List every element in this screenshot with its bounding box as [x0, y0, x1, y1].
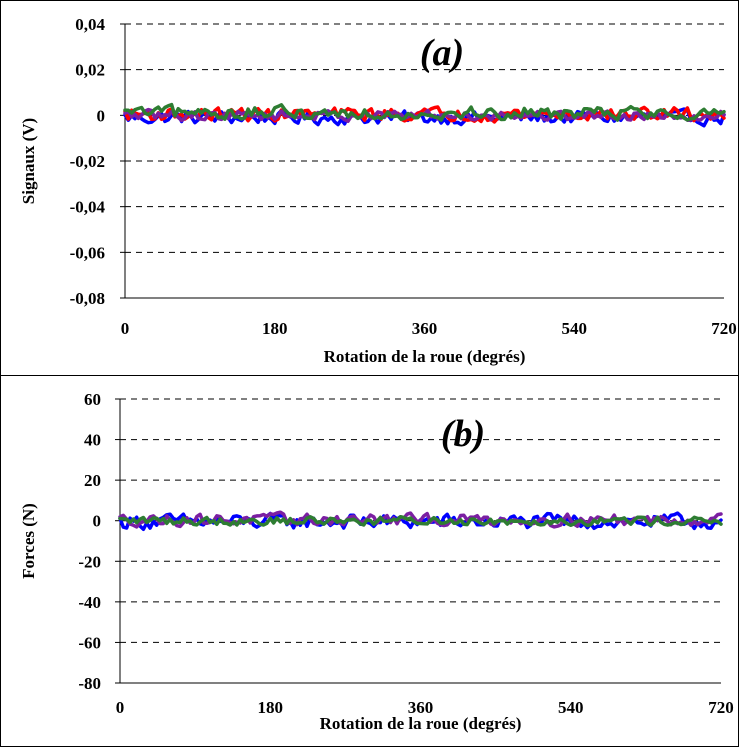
y-tick-label: -0,06 [70, 243, 105, 262]
series-line [123, 102, 726, 122]
x-tick-label: 360 [412, 319, 438, 338]
x-tick-label: 540 [562, 319, 588, 338]
x-tick-label: 180 [258, 698, 284, 717]
y-tick-label: 0,04 [75, 15, 105, 34]
y-axis-title: Signaux (V) [19, 118, 38, 204]
y-tick-label: -20 [78, 552, 101, 571]
chart-panel-a: 0,04 0,02 0 -0,02 -0,04 -0,06 -0,08 0 180 360 540 7… [0, 0, 739, 376]
x-axis-title: Rotation de la roue (degrés) [320, 714, 522, 733]
x-tick-label: 720 [708, 698, 734, 717]
y-tick-label: -0,04 [70, 198, 106, 217]
x-tick-label: 360 [408, 698, 434, 717]
series-line [118, 514, 723, 528]
chart-a-svg: 0,04 0,02 0 -0,02 -0,04 -0,06 -0,08 0 180 360 540 7… [19, 15, 737, 366]
panel-label: (a) [420, 32, 464, 74]
y-tick-label: 0,02 [75, 61, 105, 80]
y-tick-label: -80 [78, 674, 101, 693]
y-tick-label: -0,08 [70, 289, 105, 308]
y-tick-label: 0 [97, 106, 106, 125]
x-tick-label: 0 [121, 319, 130, 338]
panel-label: (b) [441, 413, 485, 455]
y-tick-label: 20 [84, 471, 101, 490]
chart-b-svg: 60 40 20 0 -20 -40 -60 -80 0 180 360 540 720 Rotation… [19, 390, 734, 733]
x-tick-label: 0 [116, 698, 125, 717]
y-tick-label: -40 [78, 593, 101, 612]
x-tick-label: 540 [558, 698, 584, 717]
x-axis-title: Rotation de la roue (degrés) [324, 347, 526, 366]
y-tick-label: -60 [78, 633, 101, 652]
y-axis-title: Forces (N) [19, 503, 38, 579]
x-tick-label: 720 [711, 319, 737, 338]
chart-panel-b: 60 40 20 0 -20 -40 -60 -80 0 180 360 540 720 Rotation… [0, 375, 739, 747]
x-tick-label: 180 [262, 319, 288, 338]
y-tick-label: 0 [93, 512, 102, 531]
y-tick-label: 60 [84, 390, 101, 409]
y-tick-label: 40 [84, 431, 101, 450]
y-tick-label: -0,02 [70, 152, 105, 171]
